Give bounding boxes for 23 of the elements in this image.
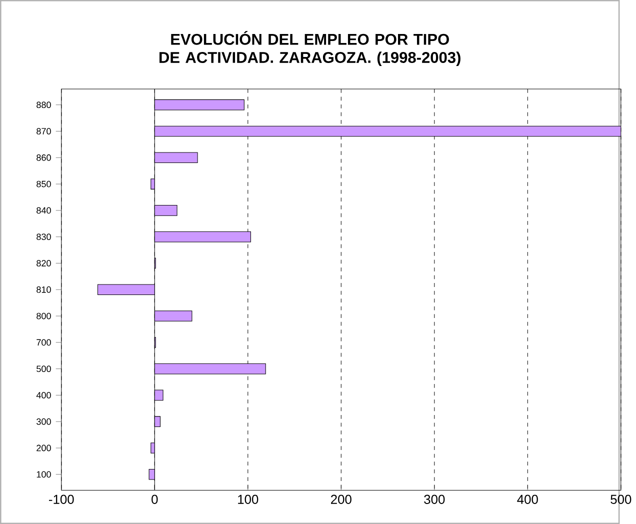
- chart-title: EVOLUCIÓN DEL EMPLEO POR TIPO DE ACTIVIDAD. ZARAGOZA. (1998-2003): [160, 30, 460, 66]
- y-tick-label: 300: [36, 418, 51, 425]
- y-tick-label: 820: [36, 260, 51, 266]
- x-tick-label: 300: [424, 494, 445, 504]
- y-tick-label: 880: [36, 102, 51, 108]
- y-tick-label: 500: [36, 366, 51, 372]
- y-tick-label: 810: [36, 286, 51, 293]
- y-tick-label: 700: [36, 339, 51, 346]
- y-tick-label: 840: [36, 207, 51, 214]
- x-tick-label: 400: [517, 494, 538, 504]
- x-tick-label: 200: [331, 494, 352, 504]
- y-tick-label: 400: [36, 392, 51, 398]
- y-tick-label: 870: [36, 128, 51, 134]
- y-tick-label: 100: [36, 471, 51, 478]
- x-tick-label: -100: [49, 494, 74, 504]
- y-tick-label: 850: [36, 180, 51, 188]
- y-tick-label: 800: [36, 312, 51, 320]
- x-tick-label: 0: [152, 494, 158, 504]
- y-tick-label: 860: [36, 154, 51, 161]
- x-tick-label: 500: [610, 494, 632, 504]
- x-tick-label: 100: [238, 494, 258, 504]
- y-tick-label: 200: [36, 444, 51, 452]
- y-tick-label: 830: [36, 234, 51, 240]
